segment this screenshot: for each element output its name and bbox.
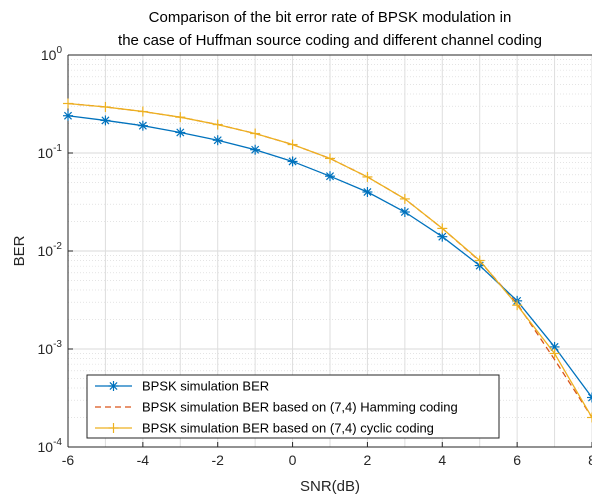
x-axis-label: SNR(dB) — [300, 478, 360, 495]
data-point — [137, 120, 148, 131]
data-point — [212, 135, 223, 146]
grid — [67, 54, 592, 448]
x-tick-label: 8 — [588, 452, 592, 468]
y-axis-label: BER — [11, 235, 28, 266]
x-tick-label: 4 — [438, 452, 446, 468]
y-tick-exponent: -3 — [53, 339, 62, 350]
data-point — [362, 171, 373, 182]
data-point — [287, 139, 298, 150]
y-tick-label: 10-2 — [38, 241, 63, 259]
legend-box — [86, 374, 500, 439]
legend-items: BPSK simulation BER BPSK simulation BER b… — [95, 379, 458, 436]
chart-title-line2: the case of Huffman source coding and di… — [118, 32, 542, 49]
legend: BPSK simulation BER BPSK simulation BER b… — [86, 374, 500, 439]
data-point — [175, 127, 186, 138]
data-point — [63, 98, 73, 109]
legend-marker — [108, 381, 119, 391]
data-point — [474, 255, 485, 266]
data-point — [137, 106, 148, 117]
y-tick-exponent: -2 — [53, 241, 62, 252]
legend-label: BPSK simulation BER based on (7,4) cycli… — [142, 421, 434, 436]
data-point — [399, 193, 410, 204]
data-point — [325, 153, 335, 164]
y-tick-label: 100 — [41, 45, 63, 63]
data-point — [63, 110, 73, 121]
data-point — [399, 207, 410, 218]
legend-label: BPSK simulation BER — [142, 379, 269, 394]
data-point — [587, 392, 592, 403]
x-tick-label: 2 — [364, 452, 372, 468]
data-point — [212, 119, 223, 130]
x-tick-label: 0 — [289, 452, 297, 468]
data-point — [250, 128, 261, 139]
data-point — [100, 101, 111, 112]
data-point — [325, 171, 335, 182]
legend-label: BPSK simulation BER based on (7,4) Hammi… — [142, 400, 458, 415]
y-tick-base: 10 — [38, 439, 54, 455]
plot-series — [63, 98, 592, 423]
y-tick-label: 10-3 — [38, 339, 63, 357]
x-tick-label: -6 — [62, 452, 75, 468]
data-point — [587, 412, 592, 423]
x-tick-label: -4 — [137, 452, 150, 468]
y-tick-base: 10 — [38, 341, 54, 357]
y-tick-base: 10 — [38, 243, 54, 259]
legend-marker — [108, 423, 119, 433]
data-point — [250, 144, 261, 155]
y-tick-exponent: -4 — [53, 437, 62, 448]
chart-title-line1: Comparison of the bit error rate of BPSK… — [149, 9, 512, 26]
y-tick-exponent: 0 — [56, 45, 62, 56]
x-tick-label: 6 — [513, 452, 521, 468]
data-point — [287, 156, 298, 167]
data-point — [549, 348, 560, 359]
x-ticks: -6 -4 -2 0 2 4 6 8 — [62, 442, 592, 468]
y-tick-base: 10 — [38, 145, 54, 161]
data-point — [437, 223, 448, 234]
data-point — [175, 112, 186, 123]
x-tick-label: -2 — [211, 452, 224, 468]
y-tick-label: 10-1 — [38, 143, 63, 161]
y-tick-base: 10 — [41, 47, 57, 63]
data-point — [100, 115, 111, 126]
data-point — [512, 300, 523, 311]
data-point — [362, 186, 373, 197]
y-tick-label: 10-4 — [38, 437, 63, 455]
y-tick-exponent: -1 — [53, 143, 62, 154]
